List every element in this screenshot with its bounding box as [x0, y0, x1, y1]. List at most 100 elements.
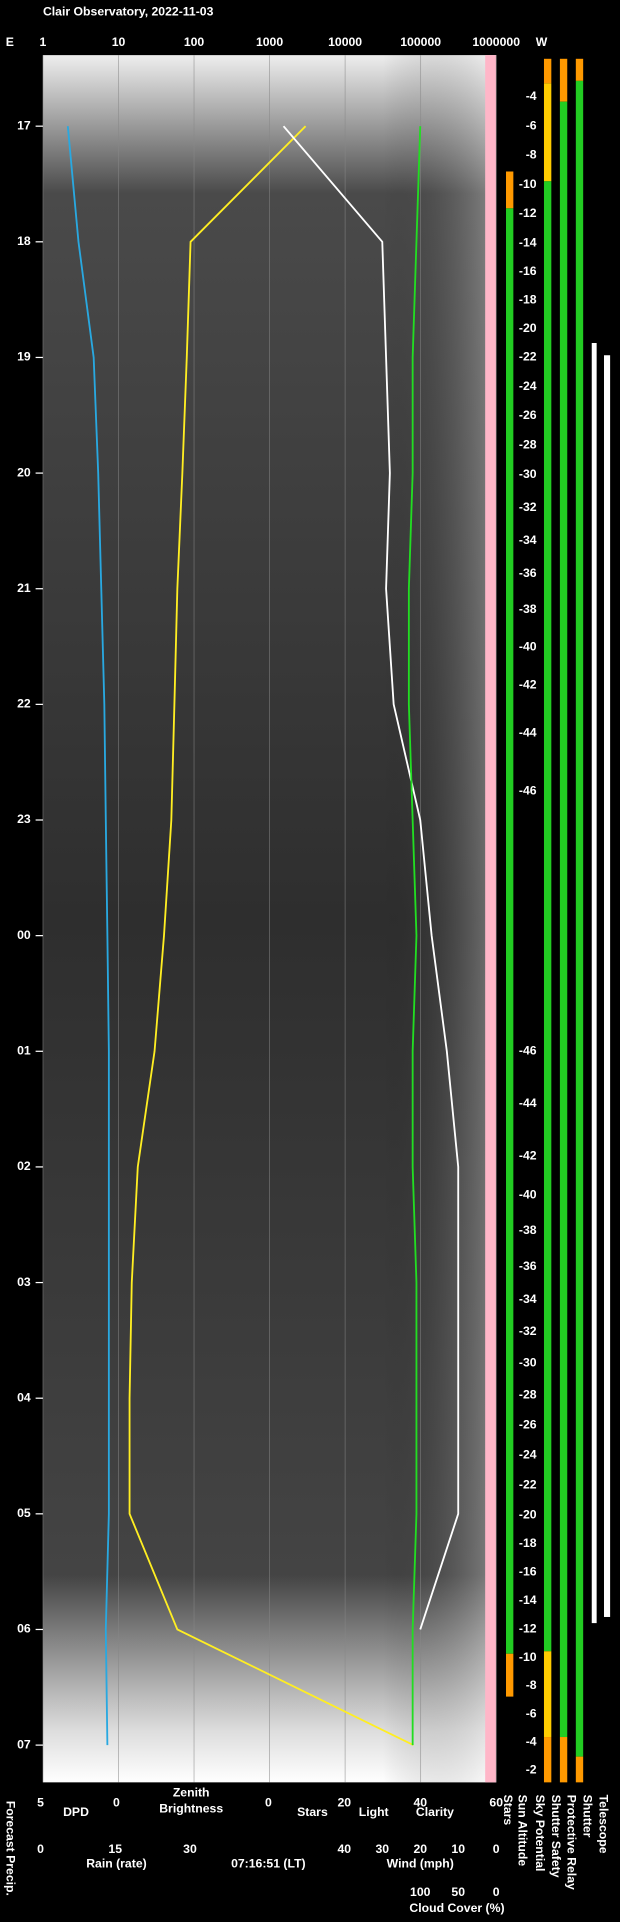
sun-altitude-label: -26: [519, 408, 537, 422]
series-line: [128, 125, 414, 1746]
stars-status: [505, 208, 514, 1654]
time-label: 07:16:51 (LT): [231, 1857, 306, 1871]
axis-tick-label: 30: [183, 1842, 197, 1856]
axis-tick-label: 20: [413, 1842, 427, 1856]
axis-label: DPD: [63, 1805, 89, 1819]
time-label: 07: [17, 1737, 31, 1751]
time-label: 00: [17, 928, 31, 942]
time-label: 17: [17, 118, 31, 132]
axis-label: Brightness: [159, 1802, 223, 1816]
sun-altitude-label: -34: [519, 533, 537, 547]
sun-altitude-label: -4: [526, 89, 537, 103]
axis-tick-label: 20: [337, 1795, 351, 1809]
time-label: 22: [17, 697, 31, 711]
stars-status: [505, 171, 514, 209]
sun-altitude-label: -8: [526, 148, 537, 162]
sun-altitude-label: -34: [519, 1292, 537, 1306]
stars-status: [505, 1653, 514, 1697]
x-tick-label: 1: [40, 35, 47, 49]
axis-tick-label: 0: [493, 1842, 500, 1856]
sun-altitude-label: -42: [519, 1149, 537, 1163]
protective-relay: [575, 1756, 584, 1783]
sun-altitude-label: -46: [519, 783, 537, 797]
axis-label: Light: [359, 1805, 389, 1819]
time-label: 02: [17, 1159, 31, 1173]
sun-altitude-label: -46: [519, 1044, 537, 1058]
x-tick-label: 1000000: [472, 35, 520, 49]
status-label: Telescope: [597, 1795, 611, 1854]
sky-potential: [543, 181, 552, 1652]
shutter-status: [591, 342, 597, 1624]
sun-altitude-label: -40: [519, 640, 537, 654]
sun-altitude-label: -36: [519, 1259, 537, 1273]
axis-label: Zenith: [173, 1786, 210, 1800]
sun-altitude-label: -40: [519, 1188, 537, 1202]
sun-altitude-label: -18: [519, 1536, 537, 1550]
sun-altitude-label: -22: [519, 350, 537, 364]
time-label: 01: [17, 1044, 31, 1058]
axis-label: Clarity: [416, 1805, 454, 1819]
sun-altitude-label: -6: [526, 118, 537, 132]
sun-altitude-label: -12: [519, 1622, 537, 1636]
status-label: Stars: [501, 1795, 515, 1826]
time-label: 23: [17, 812, 31, 826]
sun-altitude-label: -28: [519, 438, 537, 452]
sun-altitude-label: -24: [519, 1447, 537, 1461]
sun-altitude-label: -22: [519, 1478, 537, 1492]
series-line: [407, 126, 422, 1746]
x-tick-label: 100000: [400, 35, 441, 49]
sun-altitude-label: -12: [519, 206, 537, 220]
time-label: 20: [17, 465, 31, 479]
sun-altitude-label: -44: [519, 726, 537, 740]
cloud-strip: [485, 55, 497, 1783]
sun-altitude-label: -30: [519, 467, 537, 481]
axis-tick-label: 0: [113, 1795, 120, 1809]
status-label: Shutter Safety: [549, 1795, 563, 1878]
shutter-safety: [559, 101, 568, 1738]
x-tick-label: 100: [184, 35, 205, 49]
axis-tick-label: 5: [37, 1795, 44, 1809]
x-tick-label: 10000: [328, 35, 362, 49]
forecast-label: Forecast Precip.: [4, 1801, 18, 1896]
sky-potential: [543, 1651, 552, 1738]
sun-altitude-label: -38: [519, 1223, 537, 1237]
sun-altitude-label: -16: [519, 1565, 537, 1579]
x-tick-label: 10: [112, 35, 126, 49]
sun-altitude-label: -38: [519, 602, 537, 616]
time-label: 04: [17, 1390, 31, 1404]
shutter-safety: [559, 58, 568, 102]
time-label: 18: [17, 234, 31, 248]
series-line: [66, 126, 110, 1746]
status-label: Shutter: [581, 1795, 595, 1838]
axis-label: Rain (rate): [86, 1857, 147, 1871]
status-label: Sun Altitude: [516, 1795, 530, 1867]
axis-tick-label: 0: [493, 1885, 500, 1899]
x-tick-label: 1000: [256, 35, 283, 49]
west-label: W: [536, 35, 548, 49]
sun-altitude-label: -26: [519, 1417, 537, 1431]
sun-altitude-label: -44: [519, 1096, 537, 1110]
sun-altitude-label: -4: [526, 1735, 537, 1749]
axis-tick-label: 10: [451, 1842, 465, 1856]
sun-altitude-label: -2: [526, 1763, 537, 1777]
sun-altitude-label: -42: [519, 678, 537, 692]
axis-tick-label: 15: [108, 1842, 122, 1856]
axis-tick-label: 40: [337, 1842, 351, 1856]
protective-relay: [575, 80, 584, 1757]
shutter-safety: [559, 1737, 568, 1783]
time-label: 19: [17, 350, 31, 364]
axis-tick-label: 100: [410, 1885, 431, 1899]
sun-altitude-label: -18: [519, 293, 537, 307]
sun-altitude-label: -20: [519, 321, 537, 335]
sun-altitude-label: -6: [526, 1706, 537, 1720]
sun-altitude-label: -30: [519, 1356, 537, 1370]
axis-label: Cloud Cover (%): [409, 1901, 504, 1915]
telescope-status: [603, 355, 611, 1617]
sun-altitude-label: -24: [519, 379, 537, 393]
status-label: Sky Potential: [533, 1795, 547, 1872]
sun-altitude-label: -10: [519, 1650, 537, 1664]
time-label: 03: [17, 1275, 31, 1289]
sun-altitude-label: -14: [519, 235, 537, 249]
